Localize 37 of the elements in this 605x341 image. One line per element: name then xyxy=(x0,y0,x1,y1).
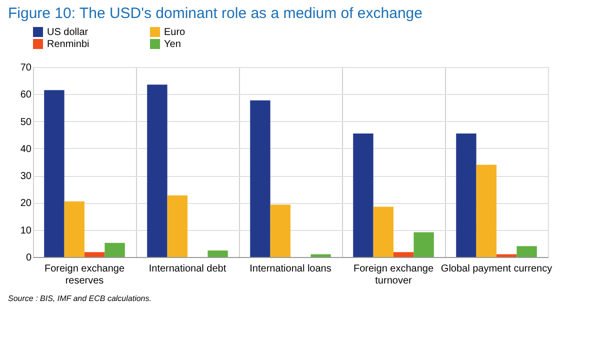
bar xyxy=(353,134,374,257)
bar xyxy=(476,164,496,257)
legend-label: Yen xyxy=(164,39,181,50)
y-tick-label: 10 xyxy=(20,225,32,236)
source-note: Source : BIS, IMF and ECB calculations. xyxy=(8,294,152,303)
y-tick-label: 20 xyxy=(20,198,32,210)
bar xyxy=(394,252,414,257)
legend-label: Euro xyxy=(164,27,186,38)
legend-label: Renminbi xyxy=(47,39,90,50)
bar xyxy=(84,252,105,257)
x-tick-label: International debt xyxy=(148,264,226,274)
bar xyxy=(64,201,84,257)
y-tick-label: 40 xyxy=(20,144,32,155)
x-tick-label: International loans xyxy=(250,264,332,274)
x-tick-label: Global payment currency xyxy=(440,264,552,274)
bar xyxy=(496,254,517,257)
bar xyxy=(44,90,64,257)
bar xyxy=(167,195,188,257)
bar xyxy=(208,250,228,257)
bar xyxy=(104,242,125,257)
y-tick-label: 70 xyxy=(20,62,32,74)
y-tick-label: 30 xyxy=(20,171,32,182)
y-tick-label: 0 xyxy=(26,252,32,264)
bar xyxy=(456,134,476,257)
bar xyxy=(250,100,270,257)
x-tick-label: Foreign exchange reserves xyxy=(44,264,125,286)
bar xyxy=(147,84,168,257)
bar xyxy=(373,206,394,257)
y-tick-label: 60 xyxy=(20,90,32,101)
bar xyxy=(414,232,434,257)
x-tick-label: Foreign exchange turnover xyxy=(353,264,434,286)
bar xyxy=(516,246,537,257)
bar xyxy=(310,254,331,257)
legend-label: US dollar xyxy=(47,27,89,38)
y-tick-label: 50 xyxy=(20,116,32,128)
bar xyxy=(270,204,290,257)
chart-title: Figure 10: The USD's dominant role as a medium of exchange xyxy=(8,5,422,22)
